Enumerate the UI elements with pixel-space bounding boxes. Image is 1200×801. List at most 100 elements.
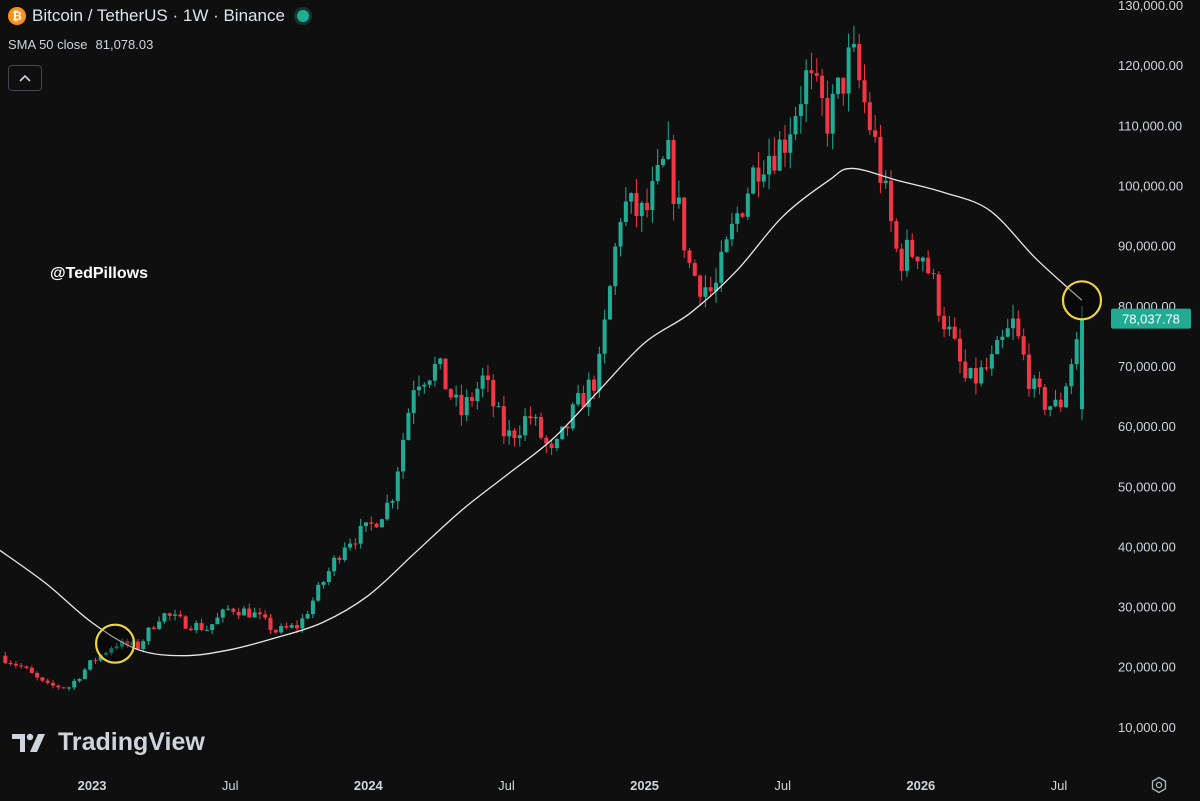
- y-tick-label: 70,000.00: [1118, 359, 1176, 374]
- candle-up: [215, 612, 220, 625]
- market-status-icon[interactable]: [296, 10, 309, 22]
- candle-down: [35, 671, 40, 681]
- y-tick-label: 20,000.00: [1118, 660, 1176, 675]
- candle-up: [241, 605, 246, 616]
- candle-down: [273, 628, 278, 635]
- candle-up: [316, 581, 321, 602]
- candle-up: [1000, 329, 1005, 349]
- candle-up: [363, 522, 368, 532]
- candle-up: [703, 275, 708, 308]
- x-tick-label: Jul: [222, 778, 239, 793]
- candle-up: [210, 624, 215, 635]
- candle-down: [825, 80, 830, 147]
- candle-down: [448, 388, 453, 401]
- candle-down: [337, 555, 342, 564]
- candle-down: [538, 412, 544, 440]
- price-axis[interactable]: 10,000.00 20,000.00 30,000.00 40,000.00 50,0…: [1118, 0, 1183, 735]
- candle-down: [889, 170, 894, 232]
- candlestick-series: [3, 25, 1084, 691]
- x-tick-label: 2026: [906, 778, 935, 793]
- candle-up: [173, 609, 178, 621]
- candle-up: [480, 367, 485, 398]
- indicator-legend[interactable]: SMA 50 close 81,078.03: [8, 37, 153, 52]
- candle-down: [682, 197, 687, 258]
- candle-down: [899, 243, 904, 281]
- candle-down: [957, 328, 963, 373]
- settings-gear-icon[interactable]: [1150, 776, 1168, 794]
- candle-down: [963, 349, 968, 382]
- candle-up: [66, 686, 71, 691]
- candle-down: [1026, 343, 1031, 397]
- candle-up: [660, 156, 665, 168]
- candle-up: [835, 76, 841, 99]
- candle-up: [554, 437, 559, 452]
- candle-up: [570, 402, 575, 431]
- candle-up: [719, 240, 724, 292]
- candle-up: [342, 542, 347, 562]
- candle-down: [1021, 328, 1026, 361]
- author-watermark: @TedPillows: [50, 265, 148, 282]
- candle-up: [920, 256, 925, 272]
- candle-down: [952, 317, 957, 341]
- candle-up: [714, 268, 719, 303]
- candle-down: [443, 358, 448, 390]
- candle-up: [146, 627, 151, 645]
- symbol-title[interactable]: Bitcoin / TetherUS · 1W · Binance: [32, 6, 285, 25]
- collapse-legend-button[interactable]: [8, 65, 42, 91]
- candle-down: [8, 660, 13, 666]
- candle-down: [809, 52, 814, 90]
- candle-up: [607, 284, 612, 321]
- candle-up: [379, 518, 384, 528]
- candle-up: [793, 106, 798, 141]
- candle-down: [1058, 392, 1063, 413]
- x-tick-label: 2024: [354, 778, 384, 793]
- x-tick-label: Jul: [498, 778, 515, 793]
- candle-up: [618, 218, 623, 257]
- candle-up: [1064, 382, 1069, 409]
- tradingview-logo[interactable]: TradingView: [12, 728, 205, 757]
- candle-up: [1011, 304, 1016, 340]
- y-tick-label: 60,000.00: [1118, 419, 1176, 434]
- symbol-header[interactable]: ₿ Bitcoin / TetherUS · 1W · Binance: [8, 6, 309, 26]
- candle-up: [507, 420, 512, 445]
- candle-up: [851, 25, 856, 53]
- candle-down: [708, 276, 713, 298]
- candle-up: [804, 59, 809, 122]
- candle-up: [464, 389, 469, 422]
- time-axis[interactable]: 2023 Jul 2024 Jul 2025 Jul 2026 Jul: [78, 778, 1068, 793]
- candle-down: [247, 603, 252, 619]
- candle-up: [194, 620, 199, 634]
- candle-down: [671, 134, 676, 221]
- candle-up: [162, 612, 167, 624]
- candle-up: [88, 660, 93, 671]
- y-tick-label: 50,000.00: [1118, 479, 1176, 494]
- candle-up: [629, 192, 634, 214]
- candle-up: [252, 607, 257, 618]
- candle-up: [114, 642, 119, 651]
- sma-50-line: [0, 167, 1083, 657]
- candle-up: [655, 149, 660, 185]
- candle-up: [1079, 305, 1084, 420]
- candle-up: [326, 567, 331, 586]
- candle-down: [915, 256, 920, 269]
- candle-down: [862, 64, 867, 113]
- y-tick-label: 30,000.00: [1118, 600, 1176, 615]
- y-tick-label: 120,000.00: [1118, 58, 1183, 73]
- candle-up: [650, 166, 655, 223]
- candle-down: [512, 427, 517, 447]
- candle-up: [1032, 374, 1037, 398]
- candle-down: [1042, 384, 1047, 415]
- candle-up: [77, 678, 82, 683]
- candle-up: [597, 346, 602, 398]
- candle-down: [756, 151, 761, 198]
- candle-up: [432, 356, 437, 387]
- last-price-label: 78,037.78: [1122, 312, 1180, 327]
- tradingview-logo-icon: [12, 733, 45, 752]
- candle-down: [814, 58, 819, 82]
- candle-up: [438, 357, 443, 370]
- candle-up: [416, 375, 422, 397]
- candle-up: [204, 625, 209, 631]
- chevron-up-icon: [19, 74, 31, 82]
- candle-up: [533, 413, 538, 426]
